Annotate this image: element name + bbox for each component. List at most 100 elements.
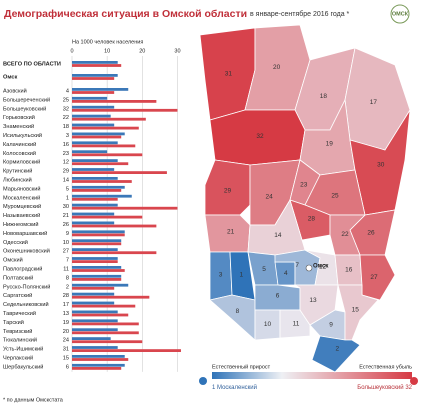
bar	[72, 283, 129, 287]
category-label: Оконешниковский	[3, 248, 50, 255]
category-label: Горьковский	[3, 114, 35, 121]
district	[209, 294, 256, 341]
rank-label: 5	[66, 186, 69, 192]
bar	[72, 135, 122, 139]
rank-label: 1	[66, 195, 69, 201]
district-label: 29	[224, 188, 232, 195]
bar	[72, 363, 125, 367]
bar	[72, 153, 143, 157]
bar	[72, 230, 125, 234]
legend-max: Большеуковский 32	[357, 384, 412, 391]
category-label: Седельниковский	[3, 301, 49, 308]
legend-icon	[410, 377, 418, 385]
district-label: 5	[262, 266, 266, 273]
bar	[72, 74, 118, 77]
bar	[72, 251, 157, 255]
rank-label: 8	[66, 275, 69, 281]
category-label: Нововаршавский	[3, 230, 47, 237]
bar	[72, 61, 118, 64]
district-label: 31	[225, 71, 233, 78]
bar	[72, 301, 115, 305]
bar	[72, 367, 122, 370]
bar	[72, 96, 108, 100]
category-label: Тарский	[3, 319, 24, 326]
bar	[72, 292, 115, 296]
bar	[72, 239, 122, 243]
category-label: Муромцевский	[3, 203, 41, 210]
category-label: Большеуковский	[3, 105, 46, 112]
bar	[72, 233, 125, 237]
category-label: Русско-Полянский	[3, 283, 50, 290]
bar	[72, 319, 118, 323]
bar	[72, 295, 150, 299]
bar	[72, 180, 132, 183]
bar	[72, 123, 115, 127]
district-label: 30	[377, 162, 385, 169]
category-label: Полтавский	[3, 274, 33, 281]
bar	[72, 88, 129, 91]
rank-label: 3	[66, 133, 69, 139]
city-marker	[305, 264, 313, 272]
rank-label: 22	[63, 115, 69, 121]
rank-label: 13	[63, 311, 69, 317]
bar	[72, 310, 118, 314]
rank-label: 31	[63, 347, 69, 353]
note: * по данным Омскстата	[3, 397, 64, 403]
category-label: Любинский	[3, 176, 32, 183]
district-label: 4	[284, 270, 288, 277]
rank-label: 24	[63, 338, 69, 344]
district-label: 6	[276, 292, 280, 299]
bar	[72, 278, 122, 281]
rank-label: 18	[63, 124, 69, 130]
bar	[72, 206, 178, 210]
bar	[72, 126, 139, 130]
rank-label: 2	[66, 284, 69, 290]
category-label: Саргатский	[3, 292, 32, 299]
bar	[72, 144, 136, 148]
bar	[72, 197, 118, 201]
rank-label: 23	[63, 151, 69, 157]
rank-label: 9	[66, 231, 69, 237]
rank-label: 12	[63, 160, 69, 166]
rank-label: 4	[66, 88, 69, 94]
rank-label: 19	[63, 320, 69, 326]
category-label: Одесский	[3, 239, 28, 246]
rank-label: 15	[63, 355, 69, 361]
bar	[72, 77, 115, 80]
category-label: Марьяновский	[3, 185, 41, 192]
bar	[72, 132, 125, 136]
category-label: Знаменский	[3, 123, 34, 130]
category-label: Омский	[3, 257, 23, 264]
city-label: Омск	[313, 264, 328, 270]
rank-label: 21	[63, 213, 69, 219]
category-label: Большереченский	[3, 96, 50, 103]
district-label: 22	[341, 231, 349, 238]
bar	[72, 221, 115, 225]
rank-label: 11	[63, 266, 69, 272]
bar	[72, 189, 122, 192]
bar	[72, 242, 122, 246]
district-label: 32	[256, 133, 264, 140]
district-label: 15	[352, 306, 360, 313]
district-label: 13	[309, 297, 317, 304]
bar	[72, 349, 181, 352]
rank-label: 16	[63, 142, 69, 148]
bar	[72, 194, 132, 198]
legend-high: Естественная убыль	[359, 364, 412, 370]
district-label: 27	[370, 274, 378, 281]
bar	[72, 304, 136, 308]
district-label: 10	[264, 321, 272, 328]
rank-label: 30	[63, 204, 69, 210]
bar	[72, 358, 129, 361]
rank-label: 10	[63, 240, 69, 246]
bar	[72, 162, 129, 166]
legend-gradient	[212, 372, 412, 379]
logo: ОМСК	[392, 11, 409, 17]
legend-low: Естественный прирост	[212, 363, 271, 370]
logo-ring	[390, 4, 410, 24]
category-label: Тевризский	[3, 328, 32, 335]
rank-label: 32	[63, 106, 69, 112]
bar	[72, 328, 118, 332]
category-label: Называевский	[3, 212, 40, 219]
x-tick-label: 30	[174, 48, 180, 54]
